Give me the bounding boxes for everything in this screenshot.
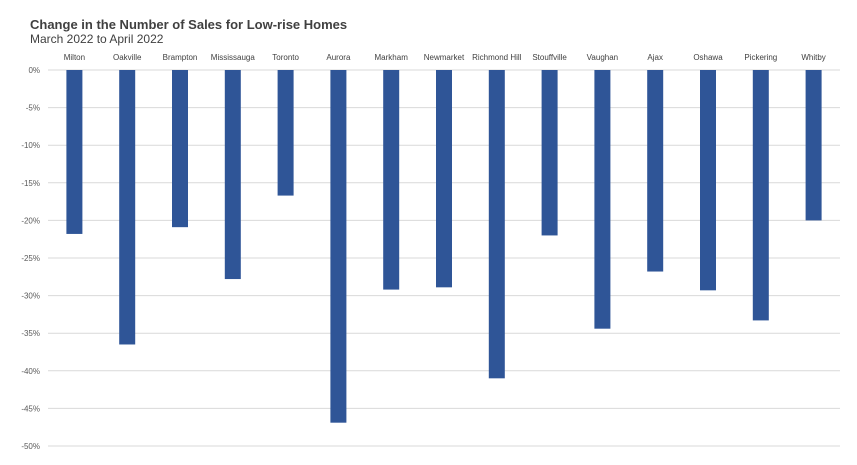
bar-vaughan — [594, 70, 611, 329]
y-tick-label: -30% — [21, 292, 40, 301]
chart-title: Change in the Number of Sales for Low-ri… — [30, 17, 348, 32]
bar-stouffville — [541, 70, 558, 236]
category-label: Oshawa — [693, 53, 723, 62]
category-label: Brampton — [163, 53, 198, 62]
y-tick-label: 0% — [28, 66, 40, 75]
bar-markham — [383, 70, 400, 290]
bars — [66, 70, 822, 423]
y-tick-label: -45% — [21, 404, 40, 413]
bar-ajax — [647, 70, 664, 272]
category-label: Mississauga — [211, 53, 256, 62]
y-axis-tick-labels: 0% -5% -10% -15% -20% -25% -30% -35% -40% -45% -50… — [21, 66, 40, 451]
category-label: Markham — [375, 53, 409, 62]
bar-pickering — [752, 70, 769, 321]
bar-milton — [66, 70, 83, 234]
y-tick-label: -5% — [26, 104, 40, 113]
category-label: Toronto — [272, 53, 299, 62]
bar-brampton — [172, 70, 188, 228]
category-label: Vaughan — [587, 53, 618, 62]
y-tick-label: -20% — [21, 216, 40, 225]
bar-toronto — [277, 70, 294, 196]
bar-whitby — [805, 70, 822, 221]
bar-oakville — [119, 70, 136, 345]
chart-subtitle: March 2022 to April 2022 — [30, 32, 164, 46]
bar-oshawa — [700, 70, 716, 291]
y-tick-label: -15% — [21, 179, 40, 188]
bar-richmond-hill — [488, 70, 505, 379]
category-label: Richmond Hill — [472, 53, 522, 62]
category-label: Whitby — [801, 53, 825, 62]
y-tick-label: -10% — [21, 141, 40, 150]
bar-newmarket — [436, 70, 452, 288]
category-label: Oakville — [113, 53, 142, 62]
y-tick-label: -40% — [21, 367, 40, 376]
bar-aurora — [330, 70, 347, 423]
y-tick-label: -35% — [21, 329, 40, 338]
y-tick-label: -25% — [21, 254, 40, 263]
category-label: Ajax — [647, 53, 663, 62]
y-tick-label: -50% — [21, 442, 40, 451]
bar-mississauga — [224, 70, 241, 280]
category-label: Aurora — [326, 53, 351, 62]
category-label: Newmarket — [424, 53, 465, 62]
category-label: Pickering — [744, 53, 777, 62]
category-label: Milton — [64, 53, 85, 62]
category-label: Stouffville — [532, 53, 567, 62]
category-labels: Milton Oakville Brampton Mississauga Toronto… — [64, 53, 826, 62]
